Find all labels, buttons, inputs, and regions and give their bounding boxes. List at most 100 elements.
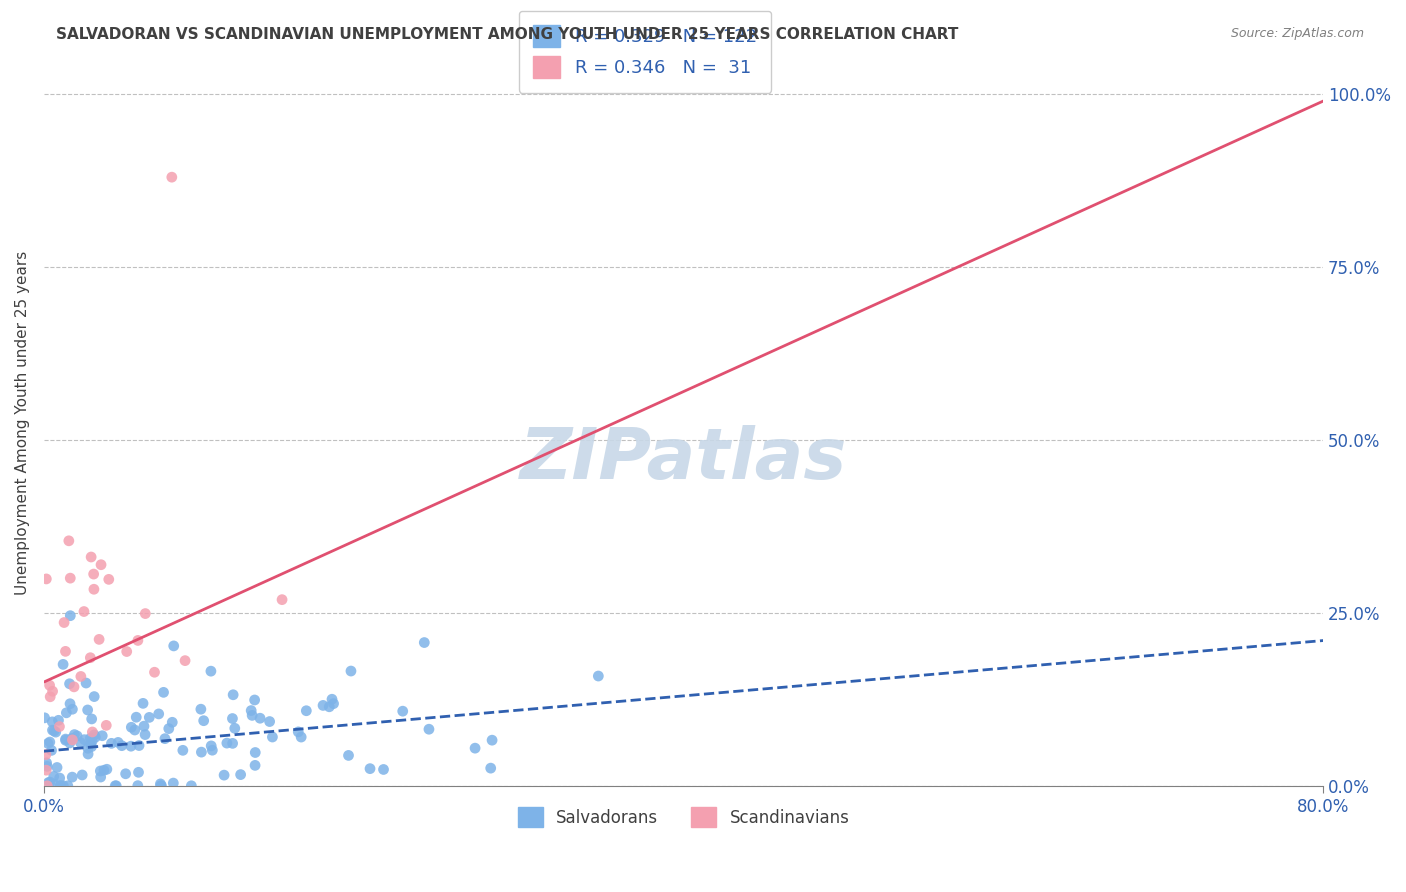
Point bbox=[222, 688, 245, 702]
Point bbox=[201, 743, 224, 757]
Text: SALVADORAN VS SCANDINAVIAN UNEMPLOYMENT AMONG YOUTH UNDER 25 YEARS CORRELATION C: SALVADORAN VS SCANDINAVIAN UNEMPLOYMENT … bbox=[56, 27, 959, 42]
Point bbox=[48, 714, 70, 728]
Point bbox=[38, 735, 60, 749]
Point bbox=[200, 664, 222, 678]
Point bbox=[52, 657, 75, 672]
Point bbox=[157, 722, 180, 736]
Point bbox=[80, 739, 103, 754]
Point bbox=[37, 779, 59, 793]
Point bbox=[59, 736, 82, 750]
Point bbox=[70, 669, 93, 683]
Point bbox=[413, 635, 436, 649]
Point bbox=[41, 743, 63, 757]
Point bbox=[62, 732, 84, 747]
Point bbox=[79, 737, 101, 751]
Point bbox=[321, 692, 343, 706]
Point bbox=[464, 741, 486, 756]
Point bbox=[60, 702, 83, 716]
Point bbox=[160, 170, 183, 185]
Point bbox=[34, 711, 56, 725]
Point bbox=[322, 697, 344, 711]
Point bbox=[287, 724, 309, 739]
Point bbox=[240, 704, 263, 718]
Point bbox=[35, 756, 58, 770]
Point bbox=[41, 723, 63, 738]
Point bbox=[55, 706, 77, 720]
Point bbox=[104, 779, 127, 793]
Point bbox=[91, 729, 114, 743]
Point bbox=[84, 730, 107, 744]
Point bbox=[149, 779, 172, 793]
Point bbox=[152, 685, 174, 699]
Point bbox=[76, 703, 98, 717]
Point bbox=[97, 573, 120, 587]
Point bbox=[39, 775, 62, 789]
Point bbox=[83, 582, 105, 597]
Point bbox=[45, 725, 67, 739]
Point bbox=[90, 770, 112, 784]
Point bbox=[73, 605, 96, 619]
Point bbox=[96, 718, 118, 732]
Point bbox=[259, 714, 281, 729]
Point bbox=[215, 736, 238, 750]
Point bbox=[212, 768, 235, 782]
Point bbox=[240, 708, 263, 723]
Point bbox=[127, 779, 149, 793]
Point bbox=[115, 644, 138, 658]
Point bbox=[588, 669, 610, 683]
Point bbox=[174, 654, 197, 668]
Point bbox=[59, 608, 82, 623]
Point bbox=[340, 664, 363, 678]
Point bbox=[290, 730, 312, 744]
Text: Source: ZipAtlas.com: Source: ZipAtlas.com bbox=[1230, 27, 1364, 40]
Point bbox=[479, 761, 502, 775]
Point bbox=[89, 764, 111, 778]
Point bbox=[49, 779, 72, 793]
Point bbox=[55, 733, 77, 747]
Point bbox=[63, 728, 86, 742]
Point bbox=[53, 615, 76, 630]
Point bbox=[35, 747, 58, 762]
Point bbox=[58, 533, 80, 548]
Point bbox=[318, 699, 340, 714]
Point bbox=[70, 768, 93, 782]
Point bbox=[60, 731, 83, 746]
Point bbox=[87, 632, 110, 647]
Point bbox=[243, 693, 266, 707]
Point bbox=[127, 633, 149, 648]
Point bbox=[73, 732, 96, 747]
Text: ZIPatlas: ZIPatlas bbox=[520, 425, 848, 493]
Y-axis label: Unemployment Among Youth under 25 years: Unemployment Among Youth under 25 years bbox=[15, 251, 30, 595]
Point bbox=[162, 715, 184, 730]
Point bbox=[41, 714, 63, 729]
Point bbox=[41, 684, 63, 698]
Point bbox=[80, 712, 103, 726]
Point bbox=[373, 763, 395, 777]
Point bbox=[77, 741, 100, 756]
Point bbox=[79, 731, 101, 746]
Point bbox=[83, 567, 105, 582]
Point bbox=[295, 704, 318, 718]
Point bbox=[56, 779, 79, 793]
Point bbox=[48, 771, 70, 785]
Point bbox=[38, 678, 60, 692]
Point bbox=[83, 690, 105, 704]
Point bbox=[128, 739, 150, 753]
Point bbox=[59, 697, 82, 711]
Point bbox=[138, 710, 160, 724]
Point bbox=[58, 677, 80, 691]
Point bbox=[128, 765, 150, 780]
Point bbox=[55, 732, 77, 747]
Point bbox=[271, 592, 294, 607]
Point bbox=[80, 549, 103, 564]
Point bbox=[134, 728, 156, 742]
Point bbox=[44, 723, 66, 738]
Point bbox=[105, 779, 128, 793]
Point bbox=[59, 571, 82, 585]
Point bbox=[60, 770, 83, 784]
Point bbox=[93, 764, 115, 778]
Point bbox=[48, 720, 70, 734]
Point bbox=[134, 607, 156, 621]
Point bbox=[111, 739, 134, 753]
Point bbox=[221, 712, 243, 726]
